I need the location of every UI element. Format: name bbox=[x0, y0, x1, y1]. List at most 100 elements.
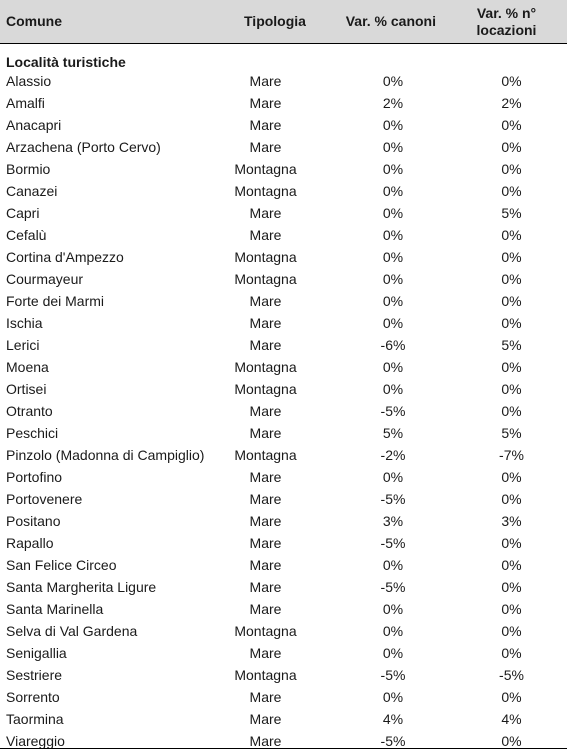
cell-var-locazioni: 0% bbox=[446, 378, 567, 400]
table-header: Comune Tipologia Var. % canoni Var. % n°… bbox=[0, 0, 567, 44]
cell-var-locazioni: 0% bbox=[446, 356, 567, 378]
cell-comune: Positano bbox=[0, 510, 229, 532]
cell-tipologia: Montagna bbox=[229, 444, 338, 466]
cell-comune: Bormio bbox=[0, 158, 229, 180]
cell-comune: Ortisei bbox=[0, 378, 229, 400]
cell-var-canoni: -6% bbox=[338, 334, 446, 356]
cell-tipologia: Mare bbox=[229, 554, 338, 576]
cell-var-locazioni: 0% bbox=[446, 70, 567, 92]
header-var-locazioni-line2: locazioni bbox=[477, 22, 537, 38]
cell-var-canoni: -5% bbox=[338, 488, 446, 510]
cell-var-canoni: 0% bbox=[338, 642, 446, 664]
cell-var-canoni: 0% bbox=[338, 114, 446, 136]
cell-var-locazioni: 0% bbox=[446, 466, 567, 488]
cell-tipologia: Montagna bbox=[229, 620, 338, 642]
cell-var-canoni: 5% bbox=[338, 422, 446, 444]
cell-var-canoni: -5% bbox=[338, 532, 446, 554]
cell-var-locazioni: 5% bbox=[446, 334, 567, 356]
cell-tipologia: Montagna bbox=[229, 246, 338, 268]
cell-tipologia: Mare bbox=[229, 290, 338, 312]
cell-var-locazioni: -5% bbox=[446, 664, 567, 686]
cell-tipologia: Mare bbox=[229, 532, 338, 554]
cell-var-canoni: 0% bbox=[338, 598, 446, 620]
cell-comune: Courmayeur bbox=[0, 268, 229, 290]
cell-tipologia: Mare bbox=[229, 510, 338, 532]
cell-tipologia: Mare bbox=[229, 92, 338, 114]
cell-tipologia: Mare bbox=[229, 70, 338, 92]
cell-comune: Pinzolo (Madonna di Campiglio) bbox=[0, 444, 229, 466]
cell-tipologia: Montagna bbox=[229, 356, 338, 378]
cell-comune: Santa Marinella bbox=[0, 598, 229, 620]
cell-comune: Cortina d'Ampezzo bbox=[0, 246, 229, 268]
cell-var-canoni: 0% bbox=[338, 70, 446, 92]
cell-var-canoni: 2% bbox=[338, 92, 446, 114]
cell-var-canoni: 0% bbox=[338, 378, 446, 400]
cell-var-locazioni: 0% bbox=[446, 114, 567, 136]
header-row: Comune Tipologia Var. % canoni Var. % n°… bbox=[0, 0, 567, 44]
header-comune: Comune bbox=[0, 0, 229, 44]
cell-var-locazioni: 0% bbox=[446, 136, 567, 158]
cell-var-canoni: 0% bbox=[338, 554, 446, 576]
cell-var-locazioni: 0% bbox=[446, 488, 567, 510]
cell-tipologia: Mare bbox=[229, 466, 338, 488]
cell-var-locazioni: 0% bbox=[446, 246, 567, 268]
cell-var-locazioni: 0% bbox=[446, 686, 567, 708]
cell-var-locazioni: 0% bbox=[446, 180, 567, 202]
cell-tipologia: Montagna bbox=[229, 158, 338, 180]
cell-var-canoni: -2% bbox=[338, 444, 446, 466]
cell-var-locazioni: 0% bbox=[446, 224, 567, 246]
cell-var-locazioni: 0% bbox=[446, 158, 567, 180]
cell-tipologia: Mare bbox=[229, 576, 338, 598]
cell-var-locazioni: 0% bbox=[446, 642, 567, 664]
section-title: Località turistiche bbox=[0, 44, 567, 71]
cell-comune: Rapallo bbox=[0, 532, 229, 554]
header-var-locazioni-line1: Var. % n° bbox=[477, 5, 536, 21]
cell-tipologia: Mare bbox=[229, 224, 338, 246]
cell-var-canoni: 3% bbox=[338, 510, 446, 532]
cell-var-canoni: 0% bbox=[338, 246, 446, 268]
cell-comune: Sorrento bbox=[0, 686, 229, 708]
cell-tipologia: Mare bbox=[229, 202, 338, 224]
cell-tipologia: Montagna bbox=[229, 268, 338, 290]
cell-var-locazioni: -7% bbox=[446, 444, 567, 466]
cell-var-canoni: 0% bbox=[338, 356, 446, 378]
cell-var-locazioni: 0% bbox=[446, 620, 567, 642]
cell-comune: Moena bbox=[0, 356, 229, 378]
cell-comune: Lerici bbox=[0, 334, 229, 356]
cell-comune: Capri bbox=[0, 202, 229, 224]
cell-var-canoni: -5% bbox=[338, 664, 446, 686]
cell-var-locazioni: 0% bbox=[446, 554, 567, 576]
cell-var-canoni: 0% bbox=[338, 620, 446, 642]
cell-comune: Alassio bbox=[0, 70, 229, 92]
cell-tipologia: Mare bbox=[229, 708, 338, 730]
cell-var-canoni: 0% bbox=[338, 686, 446, 708]
header-var-locazioni: Var. % n° locazioni bbox=[446, 0, 567, 44]
cell-var-canoni: 0% bbox=[338, 224, 446, 246]
cell-var-canoni: -5% bbox=[338, 400, 446, 422]
section-row: Località turistiche bbox=[0, 44, 567, 71]
